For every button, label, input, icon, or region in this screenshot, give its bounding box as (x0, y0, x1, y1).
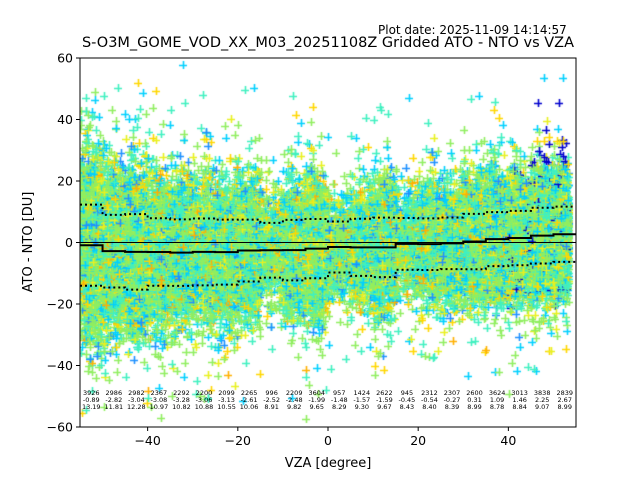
bin-std-label: 8.39 (445, 403, 459, 411)
bin-mean-label: -0.89 (83, 396, 100, 404)
bin-count-label: 3604 (308, 389, 325, 397)
chart-title: S-O3M_GOME_VOD_XX_M03_20251108Z Gridded … (81, 35, 575, 51)
y-tick-label: 40 (57, 112, 73, 127)
bin-std-label: 8.78 (490, 403, 504, 411)
bin-std-label: 9.67 (377, 403, 391, 411)
x-tick-label: 0 (324, 433, 332, 448)
y-tick-label: 60 (57, 51, 73, 66)
bin-mean-label: -1.57 (353, 396, 370, 404)
bin-mean-label: -2.48 (286, 396, 303, 404)
y-tick-label: −20 (47, 297, 73, 312)
y-tick-label: −60 (47, 420, 73, 435)
bin-std-label: 10.97 (150, 403, 169, 411)
bin-std-label: 12.28 (127, 403, 146, 411)
bin-mean-label: 2.67 (557, 396, 571, 404)
bin-std-label: 10.55 (217, 403, 236, 411)
bin-mean-label: -1.48 (331, 396, 348, 404)
y-tick-label: −40 (47, 358, 73, 373)
bin-count-label: 957 (333, 389, 345, 397)
bin-mean-label: -2.52 (263, 396, 280, 404)
bin-mean-label: -3.04 (128, 396, 145, 404)
x-axis-ticks: −40 −20 0 20 40 (134, 427, 516, 448)
bin-mean-label: -3.13 (218, 396, 235, 404)
bin-count-label: 2600 (466, 389, 483, 397)
bin-count-label: 3013 (511, 389, 528, 397)
bin-mean-label: 0.31 (467, 396, 481, 404)
bin-mean-label: -3.06 (196, 396, 213, 404)
bin-count-label: 2265 (241, 389, 258, 397)
bin-count-label: 996 (265, 389, 277, 397)
bin-std-label: 8.84 (512, 403, 526, 411)
bin-mean-label: 1.46 (512, 396, 526, 404)
bin-std-label: 9.07 (535, 403, 549, 411)
bin-count-label: 2292 (173, 389, 190, 397)
x-tick-label: −20 (225, 433, 251, 448)
bin-std-label: 9.82 (287, 403, 301, 411)
bin-count-label: 2307 (444, 389, 461, 397)
bin-std-label: 10.88 (195, 403, 214, 411)
bin-std-label: 8.99 (467, 403, 481, 411)
bin-mean-label: -0.45 (398, 396, 415, 404)
bin-mean-label: -0.54 (421, 396, 438, 404)
bin-std-label: 11.81 (105, 403, 124, 411)
y-tick-label: 0 (65, 235, 73, 250)
bin-count-label: 2622 (376, 389, 393, 397)
bin-count-label: 2839 (556, 389, 573, 397)
bin-count-label: 2367 (151, 389, 168, 397)
bin-std-label: 8.43 (400, 403, 414, 411)
y-axis-ticks: −60 −40 −20 0 20 40 60 (47, 51, 80, 435)
bin-std-label: 8.99 (557, 403, 571, 411)
bin-mean-label: -3.08 (150, 396, 167, 404)
bin-std-label: 9.30 (355, 403, 369, 411)
bin-count-label: 3624 (489, 389, 506, 397)
bin-count-label: 3838 (534, 389, 551, 397)
bin-count-label: 2986 (106, 389, 123, 397)
bin-count-label: 2312 (421, 389, 438, 397)
bin-std-label: 9.65 (309, 403, 323, 411)
plot-date-label: Plot date: 2025-11-09 14:14:57 (378, 23, 567, 37)
bin-mean-label: -3.28 (173, 396, 190, 404)
bin-mean-label: -0.27 (444, 396, 461, 404)
x-axis-label: VZA [degree] (285, 456, 372, 471)
bin-count-label: 2099 (218, 389, 235, 397)
x-tick-label: 20 (410, 433, 426, 448)
y-tick-label: 20 (57, 174, 73, 189)
bin-mean-label: -1.59 (376, 396, 393, 404)
x-tick-label: 40 (500, 433, 516, 448)
bin-mean-label: 1.09 (490, 396, 504, 404)
mean-plus-std-line (80, 203, 576, 224)
bin-mean-label: 2.25 (535, 396, 549, 404)
mean-minus-std-line (80, 260, 576, 291)
bin-count-label: 1424 (354, 389, 371, 397)
bin-std-label: 10.82 (172, 403, 191, 411)
y-axis-label: ATO - NTO [DU] (21, 192, 36, 293)
bin-std-label: 10.06 (240, 403, 259, 411)
x-tick-label: −40 (134, 433, 160, 448)
bin-count-label: 2200 (196, 389, 213, 397)
mean-step-line (80, 233, 576, 254)
bin-std-label: 8.91 (264, 403, 278, 411)
bin-mean-label: -1.99 (308, 396, 325, 404)
bin-count-label: 2982 (128, 389, 145, 397)
bin-mean-label: -2.82 (105, 396, 122, 404)
bin-count-label: 2209 (286, 389, 303, 397)
bin-count-label: 3926 (83, 389, 100, 397)
bin-std-label: 13.19 (82, 403, 101, 411)
stat-lines (80, 203, 576, 291)
bin-std-label: 8.29 (332, 403, 346, 411)
bin-mean-label: -2.61 (241, 396, 258, 404)
bin-count-label: 945 (401, 389, 413, 397)
bin-std-label: 8.40 (422, 403, 436, 411)
